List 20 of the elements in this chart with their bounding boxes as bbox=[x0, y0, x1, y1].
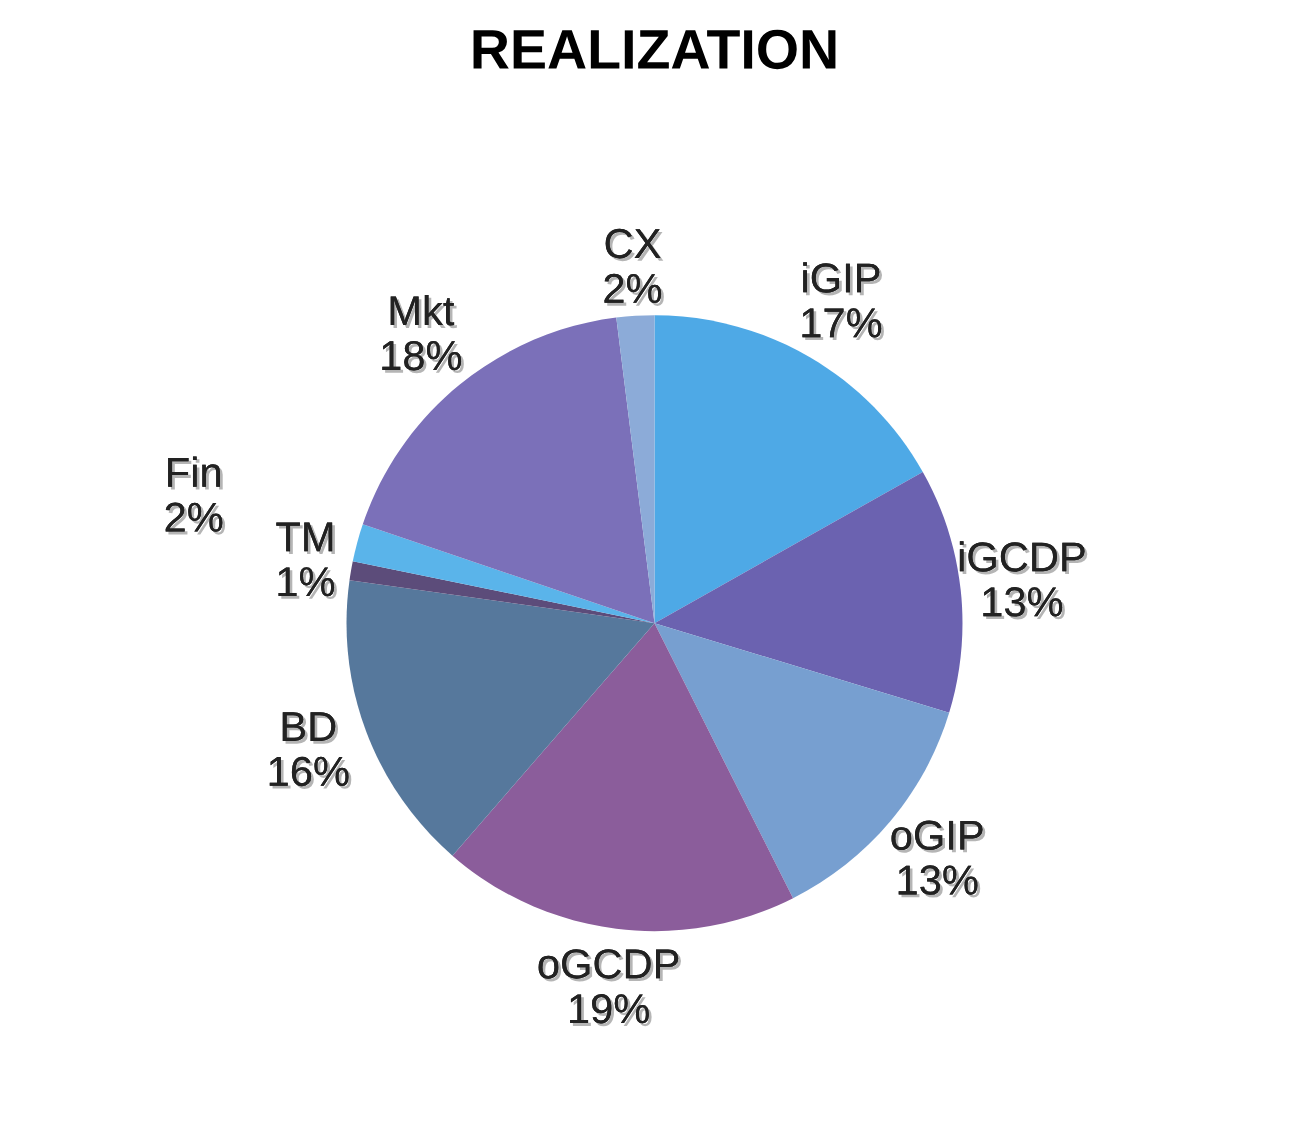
data-label: 19% bbox=[570, 994, 652, 1027]
pie-slice bbox=[452, 623, 794, 932]
data-label: 13% bbox=[898, 865, 981, 898]
slice-label: iGCDP bbox=[959, 541, 1088, 575]
data-label: 2% bbox=[165, 502, 226, 535]
data-label: 2% bbox=[604, 273, 664, 306]
slice-label: oGIP bbox=[891, 820, 986, 853]
slice-label: iGIP bbox=[803, 262, 883, 296]
data-label: 18% bbox=[382, 340, 464, 374]
data-label: 17% bbox=[802, 308, 884, 341]
slice-label: BD bbox=[282, 712, 339, 744]
data-label: 13% bbox=[983, 587, 1065, 620]
slice-label: Fin bbox=[168, 456, 223, 490]
data-label: 16% bbox=[269, 756, 352, 789]
chart-title: REALIZATION bbox=[473, 29, 836, 70]
slice-label: TM bbox=[276, 522, 335, 554]
slice-label: oGCDP bbox=[538, 949, 681, 982]
slice-label: CX bbox=[605, 228, 664, 262]
data-label: 1% bbox=[278, 567, 337, 600]
slice-label: Mkt bbox=[390, 294, 457, 329]
